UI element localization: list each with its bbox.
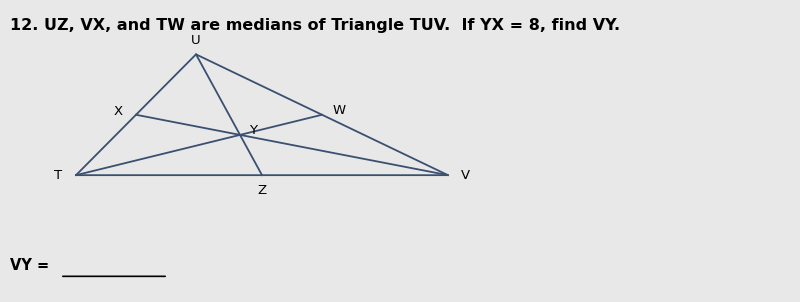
Text: Y: Y: [249, 124, 257, 137]
Text: V: V: [461, 169, 470, 182]
Text: 12. UZ, VX, and TW are medians of Triangle TUV.  If YX = 8, find VY.: 12. UZ, VX, and TW are medians of Triang…: [10, 18, 620, 33]
Text: U: U: [191, 34, 201, 47]
Text: W: W: [333, 104, 346, 117]
Text: X: X: [114, 105, 123, 118]
Text: Z: Z: [258, 184, 266, 197]
Text: T: T: [54, 169, 62, 182]
Text: VY =: VY =: [10, 258, 54, 273]
